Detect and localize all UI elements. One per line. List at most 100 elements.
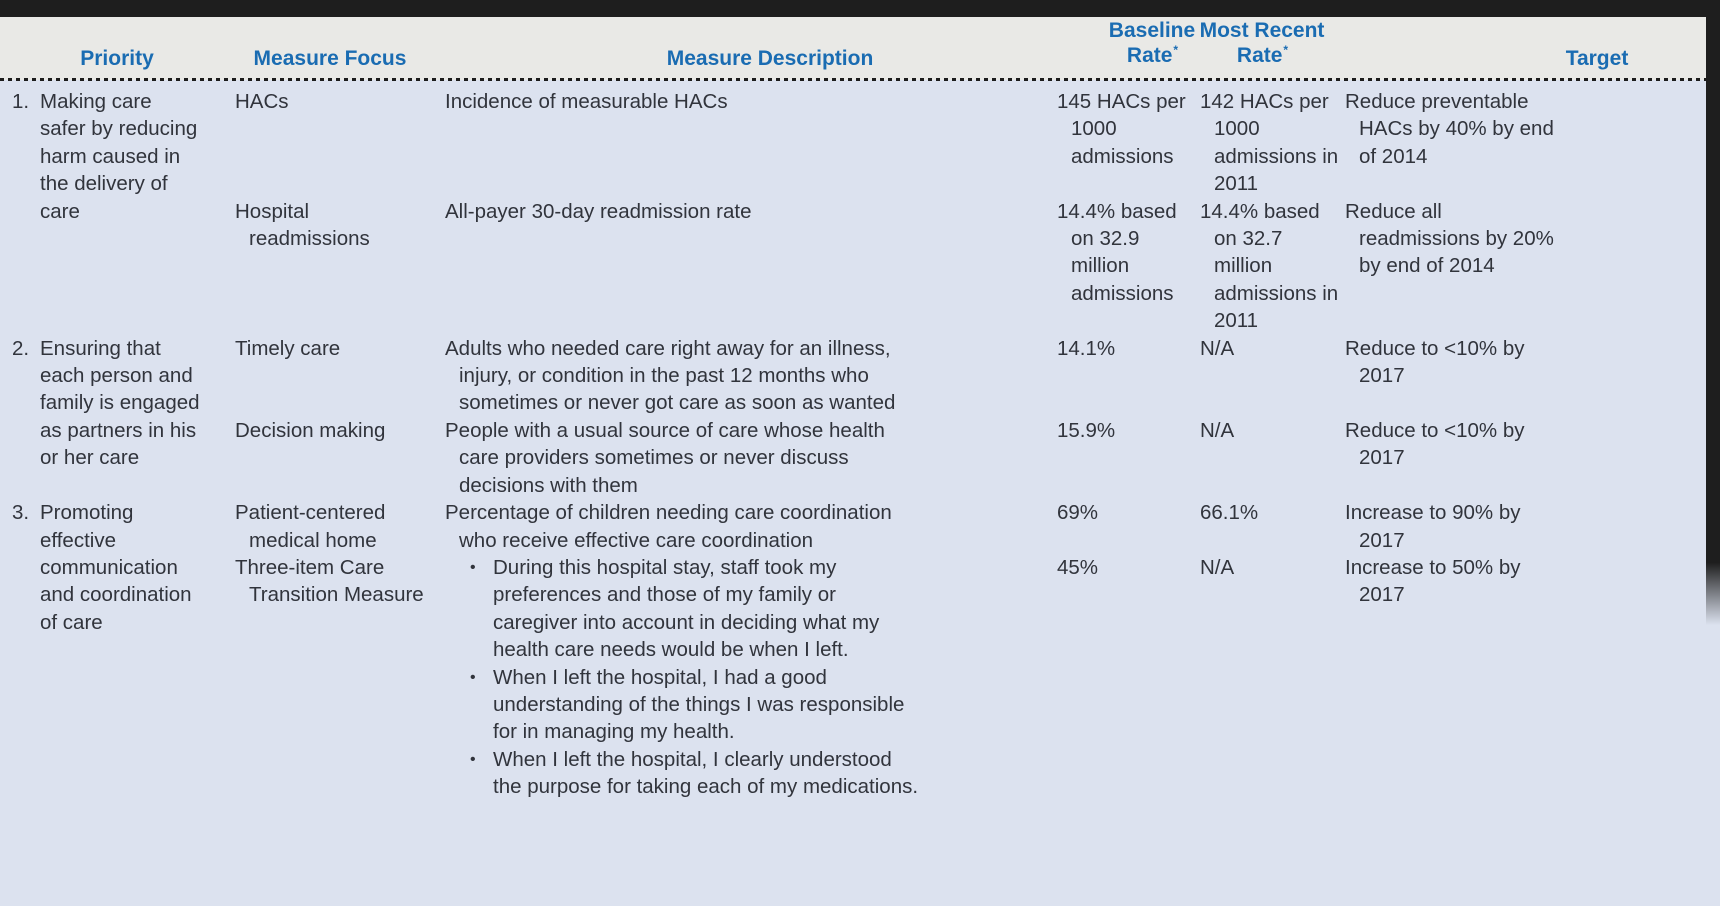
most-recent-rate-value: 142 HACs per 1000 admissions in 2011	[1200, 90, 1339, 196]
priority-text: Promoting effective communication and co…	[40, 501, 192, 634]
column-header-measure-description: Measure Description	[666, 47, 874, 70]
baseline-rate-line2: Rate	[1126, 44, 1173, 67]
measure-focus-cell: Timely care	[235, 335, 445, 417]
most-recent-rate-cell: N/A	[1195, 554, 1340, 801]
measure-description-text: Adults who needed care right away for an…	[445, 336, 896, 415]
baseline-rate-cell: 14.1%	[1050, 335, 1195, 417]
bullet-icon: •	[470, 668, 476, 686]
most-recent-rate-value: N/A	[1200, 555, 1235, 579]
baseline-rate-cell: 15.9%	[1050, 417, 1195, 499]
measure-focus-text: Timely care	[235, 336, 341, 360]
target-value: Reduce to <10% by 2017	[1345, 336, 1525, 388]
measure-description-text: All-payer 30-day readmission rate	[445, 199, 752, 223]
bullet-text: When I left the hospital, I had a good u…	[493, 665, 905, 744]
measure-focus-cell: Patient-centered medical home	[235, 499, 445, 554]
table-body: 1. Making care safer by reducing harm ca…	[0, 81, 1720, 801]
target-value: Reduce preventable HACs by 40% by end of…	[1345, 90, 1554, 168]
most-recent-rate-value: 14.4% based on 32.7 million admissions i…	[1200, 199, 1339, 333]
target-cell: Increase to 50% by 2017	[1340, 554, 1720, 801]
most-recent-rate-value: N/A	[1200, 336, 1235, 360]
measure-focus-text: HACs	[235, 90, 289, 113]
bullet-item: • During this hospital stay, staff took …	[445, 554, 1050, 664]
bullet-icon: •	[470, 750, 476, 768]
priority-number: 3.	[12, 501, 30, 525]
measure-description-text: Incidence of measurable HACs	[445, 90, 728, 113]
page-edge-strip	[1706, 0, 1720, 625]
baseline-rate-asterisk: *	[1173, 43, 1179, 57]
measure-description-cell: Incidence of measurable HACs	[445, 88, 1050, 198]
column-header-most-recent-rate: Most Recent Rate*	[1200, 18, 1325, 71]
measure-row: Timely care Adults who needed care right…	[235, 335, 1720, 417]
priority-group-2: 2. Ensuring that each person and family …	[0, 335, 1720, 499]
bullet-text: During this hospital stay, staff took my…	[493, 555, 880, 662]
baseline-rate-value: 69%	[1057, 501, 1099, 525]
most-recent-rate-line2: Rate	[1236, 44, 1283, 67]
target-cell: Reduce to <10% by 2017	[1340, 417, 1720, 499]
header-divider-dotted-line	[0, 78, 1720, 81]
priority-group-3: 3. Promoting effective communication and…	[0, 499, 1720, 800]
baseline-rate-value: 15.9%	[1057, 418, 1116, 442]
measures-list: Patient-centered medical home Percentage…	[235, 499, 1720, 800]
measure-description-text: People with a usual source of care whose…	[445, 418, 885, 497]
target-cell: Increase to 90% by 2017	[1340, 499, 1720, 554]
measure-description-cell: Adults who needed care right away for an…	[445, 335, 1050, 417]
measure-focus-cell: HACs	[235, 88, 445, 198]
measure-focus-cell: Three-item Care Transition Measure	[235, 554, 445, 801]
measure-row: Patient-centered medical home Percentage…	[235, 499, 1720, 554]
priority-text: Making care safer by reducing harm cause…	[40, 90, 198, 223]
measure-focus-text: Three-item Care Transition Measure	[235, 555, 424, 607]
measure-description-cell: • During this hospital stay, staff took …	[445, 554, 1050, 801]
priority-text: Ensuring that each person and family is …	[40, 336, 200, 470]
column-header-baseline-rate: Baseline Rate*	[1109, 18, 1195, 71]
priority-cell: 2. Ensuring that each person and family …	[0, 335, 235, 499]
bullet-item: • When I left the hospital, I had a good…	[445, 664, 1050, 746]
priority-cell: 1. Making care safer by reducing harm ca…	[0, 88, 235, 335]
target-cell: Reduce to <10% by 2017	[1340, 335, 1720, 417]
measure-description-cell: All-payer 30-day readmission rate	[445, 198, 1050, 335]
bullet-item: • When I left the hospital, I clearly un…	[445, 746, 1050, 801]
priority-group-1: 1. Making care safer by reducing harm ca…	[0, 88, 1720, 335]
target-value: Reduce all readmissions by 20% by end of…	[1345, 199, 1554, 278]
measure-description-cell: People with a usual source of care whose…	[445, 417, 1050, 499]
baseline-rate-value: 45%	[1057, 555, 1099, 579]
baseline-rate-cell: 14.4% based on 32.9 million admissions	[1050, 198, 1195, 335]
priority-number: 2.	[12, 336, 30, 360]
most-recent-rate-value: 66.1%	[1200, 501, 1259, 525]
most-recent-rate-cell: 142 HACs per 1000 admissions in 2011	[1195, 88, 1340, 198]
column-header-measure-focus: Measure Focus	[253, 47, 407, 70]
baseline-rate-cell: 45%	[1050, 554, 1195, 801]
baseline-rate-value: 145 HACs per 1000 admissions	[1057, 90, 1186, 168]
priority-cell: 3. Promoting effective communication and…	[0, 499, 235, 800]
measure-row: Three-item Care Transition Measure • Dur…	[235, 554, 1720, 801]
target-cell: Reduce preventable HACs by 40% by end of…	[1340, 88, 1720, 198]
most-recent-rate-cell: 14.4% based on 32.7 million admissions i…	[1195, 198, 1340, 335]
bullet-text: When I left the hospital, I clearly unde…	[493, 747, 919, 799]
measure-focus-cell: Hospital readmissions	[235, 198, 445, 335]
measure-row: Hospital readmissions All-payer 30-day r…	[235, 198, 1720, 335]
baseline-rate-cell: 145 HACs per 1000 admissions	[1050, 88, 1195, 198]
most-recent-rate-line1: Most Recent	[1199, 19, 1325, 42]
column-header-priority: Priority	[80, 47, 154, 70]
most-recent-rate-value: N/A	[1200, 418, 1235, 442]
measure-row: Decision making People with a usual sour…	[235, 417, 1720, 499]
baseline-rate-value: 14.1%	[1057, 336, 1116, 360]
target-value: Increase to 50% by 2017	[1345, 555, 1521, 607]
measure-description-text: Percentage of children needing care coor…	[445, 501, 892, 552]
most-recent-rate-cell: N/A	[1195, 335, 1340, 417]
baseline-rate-cell: 69%	[1050, 499, 1195, 554]
measure-description-cell: Percentage of children needing care coor…	[445, 499, 1050, 554]
measures-list: HACs Incidence of measurable HACs 145 HA…	[235, 88, 1720, 335]
priority-number: 1.	[12, 90, 30, 113]
target-cell: Reduce all readmissions by 20% by end of…	[1340, 198, 1720, 335]
most-recent-rate-cell: 66.1%	[1195, 499, 1340, 554]
most-recent-rate-asterisk: *	[1283, 43, 1289, 57]
measure-focus-text: Patient-centered medical home	[235, 501, 386, 552]
measure-focus-text: Hospital readmissions	[235, 199, 370, 251]
top-border-bar	[0, 0, 1720, 17]
measure-focus-cell: Decision making	[235, 417, 445, 499]
target-value: Reduce to <10% by 2017	[1345, 418, 1525, 470]
bullet-icon: •	[470, 558, 476, 576]
baseline-rate-value: 14.4% based on 32.9 million admissions	[1057, 199, 1177, 305]
measure-focus-text: Decision making	[235, 418, 386, 442]
